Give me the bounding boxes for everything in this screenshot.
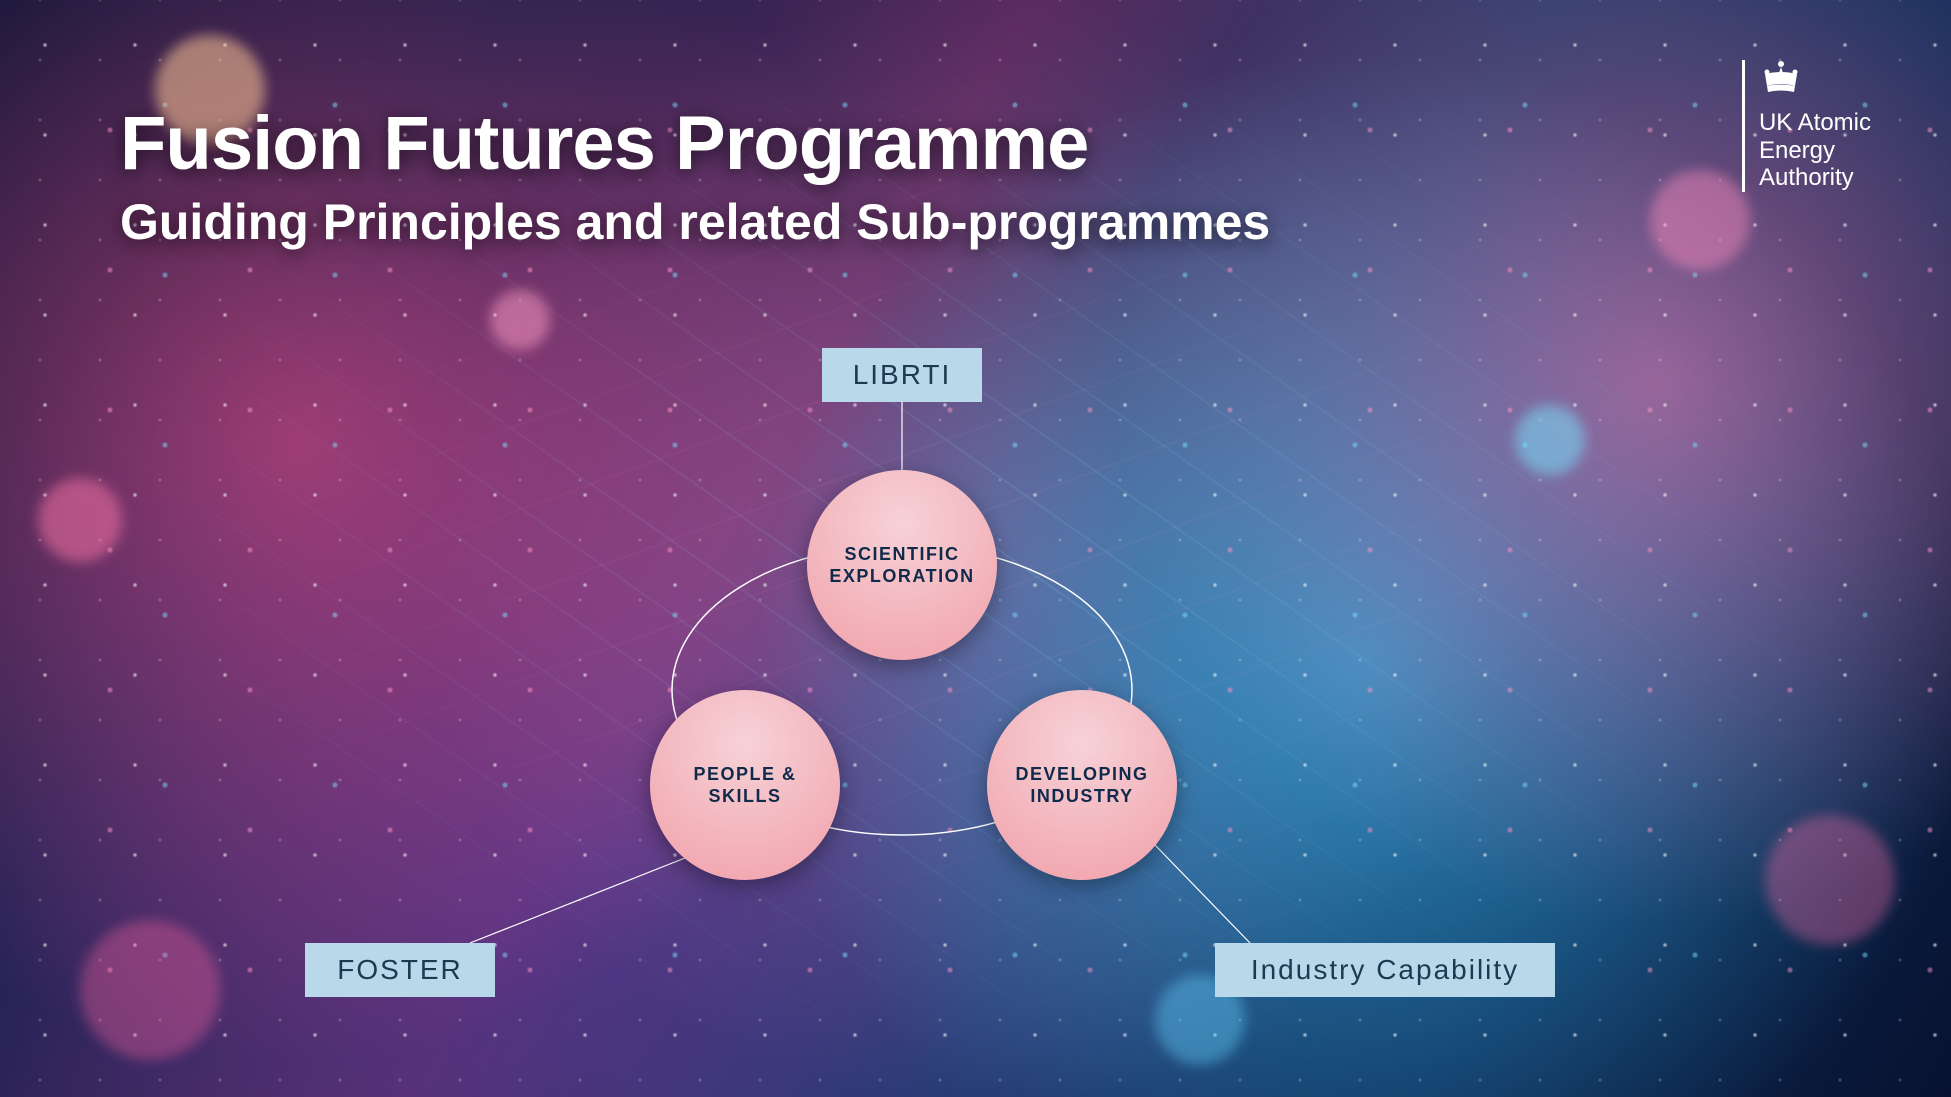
circle-label-line2: INDUSTRY — [1015, 785, 1148, 808]
principle-circle-scientific: SCIENTIFICEXPLORATION — [807, 470, 997, 660]
circle-label-line1: DEVELOPING — [1015, 763, 1148, 786]
box-label: LIBRTI — [853, 359, 952, 390]
diagram: SCIENTIFICEXPLORATION PEOPLE &SKILLS DEVEL… — [0, 0, 1951, 1097]
subprogramme-box-librti: LIBRTI — [822, 348, 982, 402]
circle-label-line2: EXPLORATION — [829, 565, 974, 588]
circle-label-line2: SKILLS — [693, 785, 796, 808]
circle-label-line1: SCIENTIFIC — [829, 543, 974, 566]
connector-line — [1155, 845, 1250, 943]
circle-label-line1: PEOPLE & — [693, 763, 796, 786]
box-label: FOSTER — [337, 954, 463, 985]
subprogramme-box-foster: FOSTER — [305, 943, 495, 997]
principle-circle-industry: DEVELOPINGINDUSTRY — [987, 690, 1177, 880]
subprogramme-box-indcap: Industry Capability — [1215, 943, 1555, 997]
box-label: Industry Capability — [1251, 954, 1519, 985]
principle-circle-people: PEOPLE &SKILLS — [650, 690, 840, 880]
connector-line — [470, 858, 685, 943]
